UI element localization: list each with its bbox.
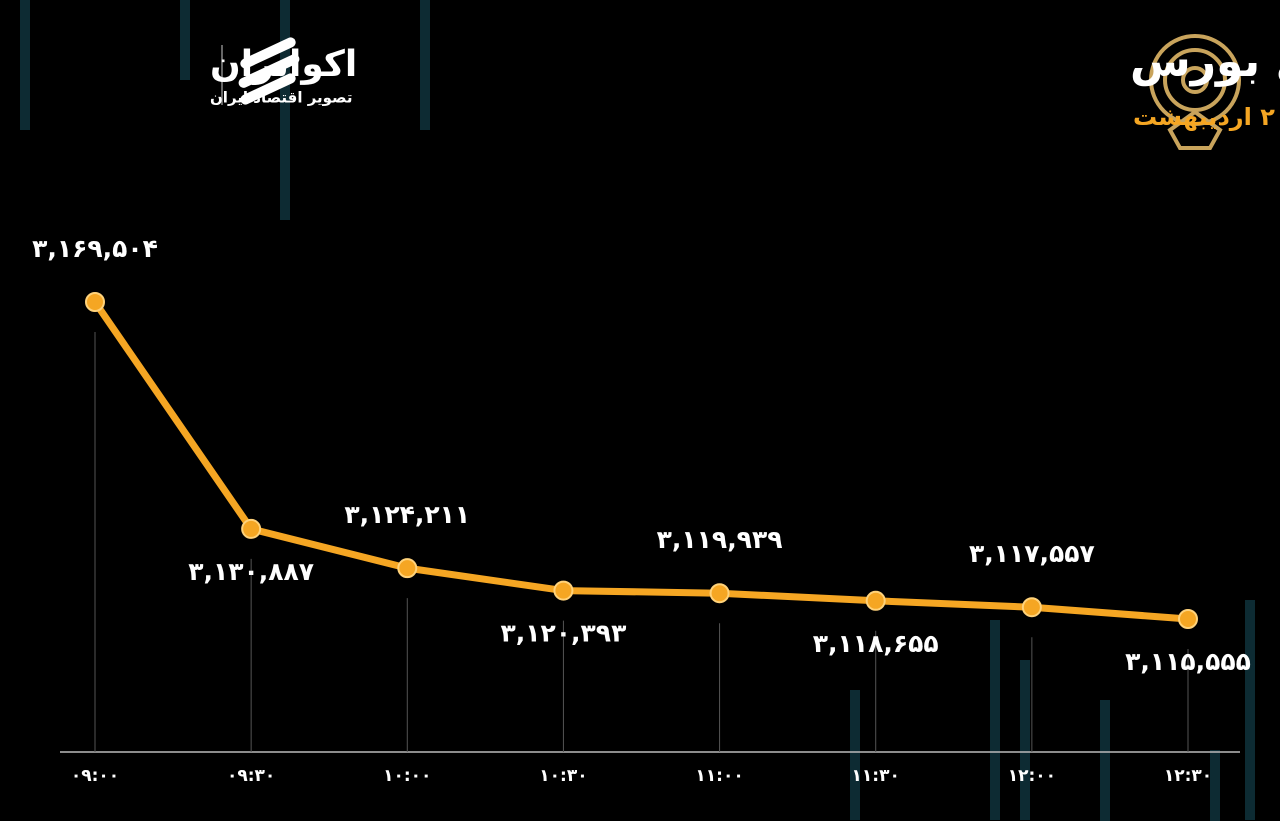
point — [553, 580, 574, 601]
value-label: ۳,۱۳۰,۸۸۷ — [188, 557, 314, 586]
point — [1178, 609, 1198, 629]
point — [865, 590, 886, 611]
x-tick-label: ۱۱:۰۰ — [695, 766, 743, 786]
x-tick-label: ۱۲:۰۰ — [1008, 766, 1056, 786]
brand-name: اکوایران — [210, 44, 357, 85]
value-label: ۳,۱۱۹,۹۳۹ — [657, 525, 783, 554]
x-tick-label: ۱۲:۳۰ — [1164, 766, 1212, 786]
x-tick-label: ۱۰:۰۰ — [383, 766, 431, 786]
x-tick-label: ۱۱:۳۰ — [852, 766, 900, 786]
x-tick-label: ۱۰:۳۰ — [539, 766, 587, 786]
emblem — [1149, 34, 1241, 150]
line — [92, 300, 1189, 623]
point — [85, 292, 105, 312]
value-label: ۳,۱۱۷,۵۵۷ — [969, 539, 1095, 568]
value-label: ۳,۱۱۵,۵۵۵ — [1125, 647, 1251, 676]
value-label: ۳,۱۲۰,۳۹۳ — [501, 619, 627, 648]
chart-subtitle: شنبه ۲۰ اردیبهشت — [1133, 103, 1280, 131]
brand-tagline: تصویر اقتصاد ایران — [210, 89, 352, 107]
x-tick-label: ۰۹:۰۰ — [71, 766, 119, 786]
decor-bars — [20, 0, 1255, 821]
point — [1021, 597, 1042, 618]
value-label: ۳,۱۶۹,۵۰۴ — [32, 234, 158, 263]
value-label: ۳,۱۱۸,۶۵۵ — [813, 629, 939, 658]
chart-title: روند شاخص کل بورس — [1130, 36, 1280, 87]
value-label: ۳,۱۲۴,۲۱۱ — [344, 500, 470, 529]
point — [709, 583, 730, 604]
point — [397, 558, 418, 579]
point — [241, 518, 262, 539]
logo-icon — [238, 37, 300, 105]
x-tick-label: ۰۹:۳۰ — [227, 766, 275, 786]
